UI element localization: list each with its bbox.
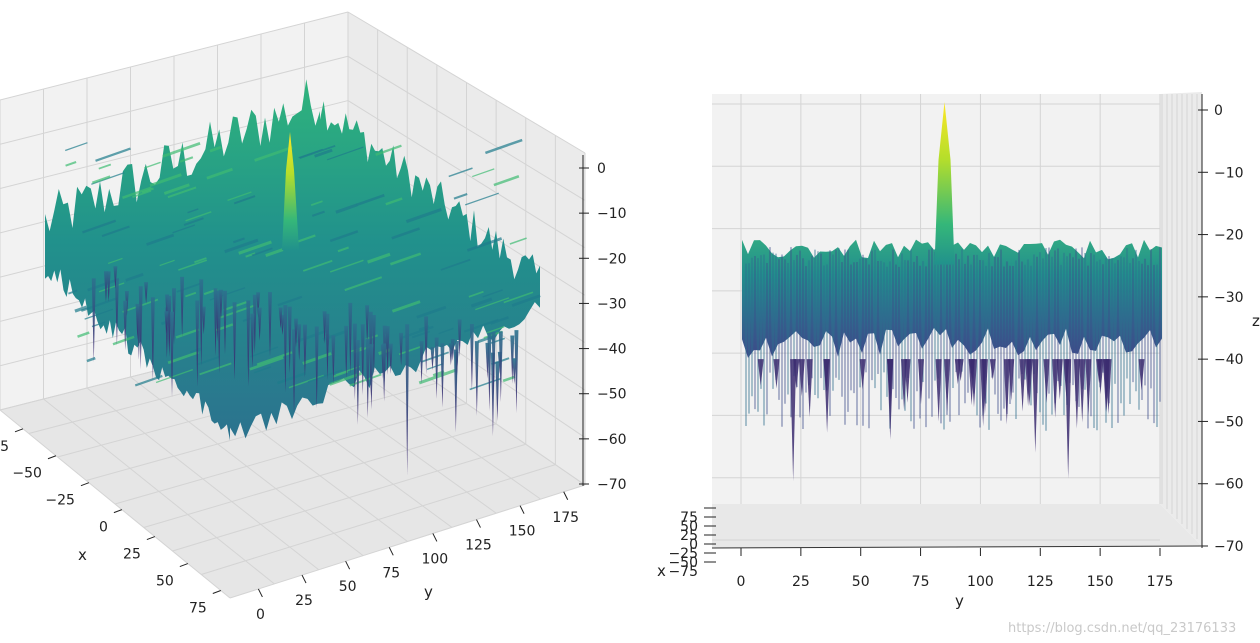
chart-right-3d: 0 25 50 75 100 125 150 175 0 −10 −20 −30 −40 −50 −60 −7… <box>657 92 1260 610</box>
left-x-tick-mark <box>81 483 89 486</box>
left-z-tick-label: −40 <box>597 342 627 358</box>
left-y-tick-label: 175 <box>552 510 579 526</box>
left-z-tick-label: −10 <box>597 206 627 222</box>
left-z-tick-label: −60 <box>597 432 627 448</box>
left-x-tick-label: 25 <box>123 547 141 563</box>
right-y-axis-label: y <box>955 592 964 610</box>
watermark: https://blog.csdn.net/qq_23176133 <box>1008 621 1236 636</box>
left-y-axis-label: y <box>424 583 433 601</box>
left-y-tick-label: 125 <box>465 538 492 554</box>
left-z-tick-label: −20 <box>597 251 627 267</box>
right-y-tick-label: 100 <box>967 574 994 590</box>
right-y-tick-label: 0 <box>737 574 746 590</box>
right-y-tick-label: 50 <box>852 574 870 590</box>
right-y-tick-label: 75 <box>912 574 930 590</box>
left-y-tick-mark <box>346 561 350 569</box>
left-x-tick-mark <box>147 537 155 540</box>
left-x-tick-mark <box>180 564 188 567</box>
left-x-tick-mark <box>213 590 221 593</box>
right-z-tick-label: −50 <box>1214 414 1244 430</box>
left-x-tick-label: 0 <box>99 520 108 536</box>
right-z-tick-label: −60 <box>1214 477 1244 493</box>
left-x-tick-label: 50 <box>156 574 174 590</box>
chart-left-3d: −75−50−25025507502550751001251501750−10−… <box>0 12 627 623</box>
left-z-tick-label: −30 <box>597 296 627 312</box>
right-x-tick-label: −75 <box>668 564 698 580</box>
right-z-tick-label: 0 <box>1214 103 1223 119</box>
left-z-tick-label: −50 <box>597 387 627 403</box>
left-y-tick-mark <box>476 520 480 528</box>
left-y-tick-mark <box>258 589 262 597</box>
left-y-tick-label: 50 <box>339 579 357 595</box>
right-x-axis-label: x <box>657 562 666 580</box>
right-z-tick-label: −40 <box>1214 352 1244 368</box>
left-y-tick-label: 75 <box>382 565 400 581</box>
right-y-tick-label: 150 <box>1087 574 1114 590</box>
left-y-tick-mark <box>433 533 437 541</box>
left-x-tick-label: 75 <box>189 600 207 616</box>
left-x-tick-mark <box>114 510 122 513</box>
right-z-tick-label: −20 <box>1214 228 1244 244</box>
right-y-tick-label: 175 <box>1147 574 1174 590</box>
right-pane-floor <box>712 504 1202 548</box>
right-z-axis-label: z <box>1252 312 1260 330</box>
left-y-tick-label: 25 <box>295 593 313 609</box>
left-x-tick-label: −25 <box>45 493 75 509</box>
right-pane-side <box>1160 92 1202 546</box>
left-z-tick-label: 0 <box>597 161 606 177</box>
right-z-tick-label: −70 <box>1214 539 1244 555</box>
left-x-tick-label: −50 <box>12 466 42 482</box>
left-y-tick-label: 100 <box>421 551 448 567</box>
left-y-tick-mark <box>302 575 306 583</box>
left-y-tick-label: 150 <box>509 524 536 540</box>
right-z-tick-label: −30 <box>1214 290 1244 306</box>
left-y-tick-mark <box>520 506 524 514</box>
left-x-tick-mark <box>48 456 56 459</box>
right-y-tick-label: 25 <box>792 574 810 590</box>
left-y-tick-mark <box>564 492 568 500</box>
left-y-tick-mark <box>389 547 393 555</box>
left-y-tick-label: 0 <box>256 607 265 623</box>
left-x-axis-label: x <box>78 546 87 564</box>
right-y-tick-label: 125 <box>1027 574 1054 590</box>
left-x-tick-label: −75 <box>0 439 9 455</box>
left-z-tick-label: −70 <box>597 477 627 493</box>
right-z-tick-label: −10 <box>1214 165 1244 181</box>
left-x-tick-mark <box>15 429 23 432</box>
